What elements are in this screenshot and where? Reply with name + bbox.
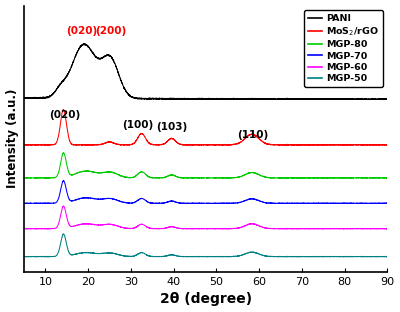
Text: (103): (103) <box>156 122 187 133</box>
Text: (020): (020) <box>66 26 98 36</box>
Y-axis label: Intensity (a.u.): Intensity (a.u.) <box>6 89 18 188</box>
X-axis label: 2θ (degree): 2θ (degree) <box>160 292 252 306</box>
Text: (110): (110) <box>237 130 268 140</box>
Legend: PANI, MoS$_2$/rGO, MGP-80, MGP-70, MGP-60, MGP-50: PANI, MoS$_2$/rGO, MGP-80, MGP-70, MGP-6… <box>304 10 383 87</box>
Text: (200): (200) <box>95 26 126 36</box>
Text: (020): (020) <box>49 110 80 120</box>
Text: (100): (100) <box>122 120 153 130</box>
